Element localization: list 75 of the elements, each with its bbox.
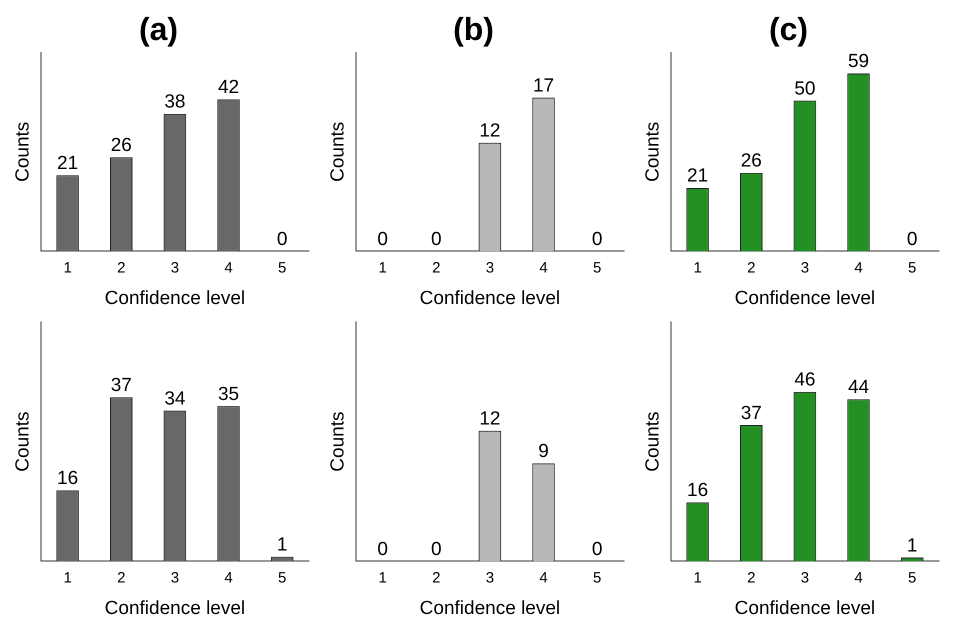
- x-tick-label: 1: [378, 569, 387, 586]
- data-label: 34: [164, 388, 186, 410]
- x-tick-label: 1: [378, 259, 387, 276]
- x-tick-label: 2: [432, 569, 440, 586]
- x-tick-label: 3: [170, 259, 180, 276]
- x-tick-label: 4: [224, 259, 233, 276]
- data-label: 37: [740, 402, 762, 424]
- data-label: 12: [479, 120, 500, 142]
- data-label: 17: [532, 75, 554, 96]
- x-tick-label: 2: [432, 259, 440, 276]
- data-label: 37: [110, 375, 132, 396]
- data-label: 26: [740, 150, 762, 172]
- data-label: 44: [848, 377, 870, 398]
- data-label: 0: [377, 538, 388, 560]
- x-tick-label: 1: [693, 569, 702, 586]
- chart-title: (a): [138, 11, 178, 48]
- x-axis-title: Confidence level: [104, 288, 246, 309]
- data-label: 0: [592, 538, 602, 560]
- data-label: 46: [794, 370, 816, 391]
- data-label: 26: [110, 134, 132, 156]
- x-tick-label: 3: [170, 569, 180, 586]
- data-label: 21: [687, 166, 708, 187]
- data-label: 16: [687, 480, 708, 502]
- data-label: 1: [276, 534, 288, 556]
- y-axis-title: Counts: [12, 122, 34, 182]
- x-tick-label: 4: [539, 259, 548, 276]
- x-tick-label: 4: [854, 259, 863, 276]
- x-axis-title: Confidence level: [734, 288, 876, 309]
- x-tick-label: 1: [63, 569, 72, 586]
- x-tick-label: 5: [593, 259, 602, 276]
- y-axis-title: Counts: [642, 122, 664, 182]
- x-tick-label: 2: [117, 259, 126, 276]
- data-label: 0: [377, 228, 388, 250]
- x-tick-label: 1: [693, 259, 702, 276]
- data-label: 0: [592, 228, 602, 250]
- chart-title: (b): [453, 11, 494, 48]
- x-tick-label: 5: [593, 569, 602, 586]
- x-tick-label: 5: [908, 569, 916, 586]
- chart-title: (c): [768, 11, 808, 48]
- data-label: 21: [57, 153, 78, 174]
- x-tick-label: 5: [908, 259, 916, 276]
- x-tick-label: 3: [486, 259, 494, 276]
- x-tick-label: 3: [800, 569, 810, 586]
- data-label: 1: [906, 535, 918, 556]
- y-axis-title: Counts: [328, 412, 349, 472]
- data-label: 0: [430, 538, 442, 560]
- x-tick-label: 4: [539, 569, 548, 586]
- y-axis-title: Counts: [12, 412, 34, 472]
- data-label: 59: [848, 51, 870, 72]
- x-tick-label: 2: [117, 569, 126, 586]
- data-label: 16: [57, 468, 78, 490]
- data-label: 12: [479, 408, 500, 430]
- x-tick-label: 2: [747, 569, 756, 586]
- x-axis-title: Confidence level: [420, 598, 560, 619]
- data-label: 35: [218, 384, 240, 405]
- x-tick-label: 3: [800, 259, 810, 276]
- data-label: 42: [218, 77, 240, 98]
- y-axis-title: Counts: [328, 122, 349, 182]
- data-label: 0: [906, 228, 918, 250]
- data-label: 50: [794, 78, 816, 100]
- x-tick-label: 3: [486, 569, 494, 586]
- data-label: 38: [164, 92, 186, 113]
- x-tick-label: 4: [854, 569, 863, 586]
- x-tick-label: 5: [278, 569, 286, 586]
- x-axis-title: Confidence level: [420, 288, 560, 309]
- x-tick-label: 5: [278, 259, 286, 276]
- x-tick-label: 2: [747, 259, 756, 276]
- x-tick-label: 4: [224, 569, 233, 586]
- data-label: 0: [276, 228, 288, 250]
- x-tick-label: 1: [63, 259, 72, 276]
- y-axis-title: Counts: [642, 412, 664, 472]
- data-label: 9: [538, 441, 549, 462]
- x-axis-title: Confidence level: [734, 598, 876, 619]
- x-axis-title: Confidence level: [104, 598, 246, 619]
- data-label: 0: [430, 228, 442, 250]
